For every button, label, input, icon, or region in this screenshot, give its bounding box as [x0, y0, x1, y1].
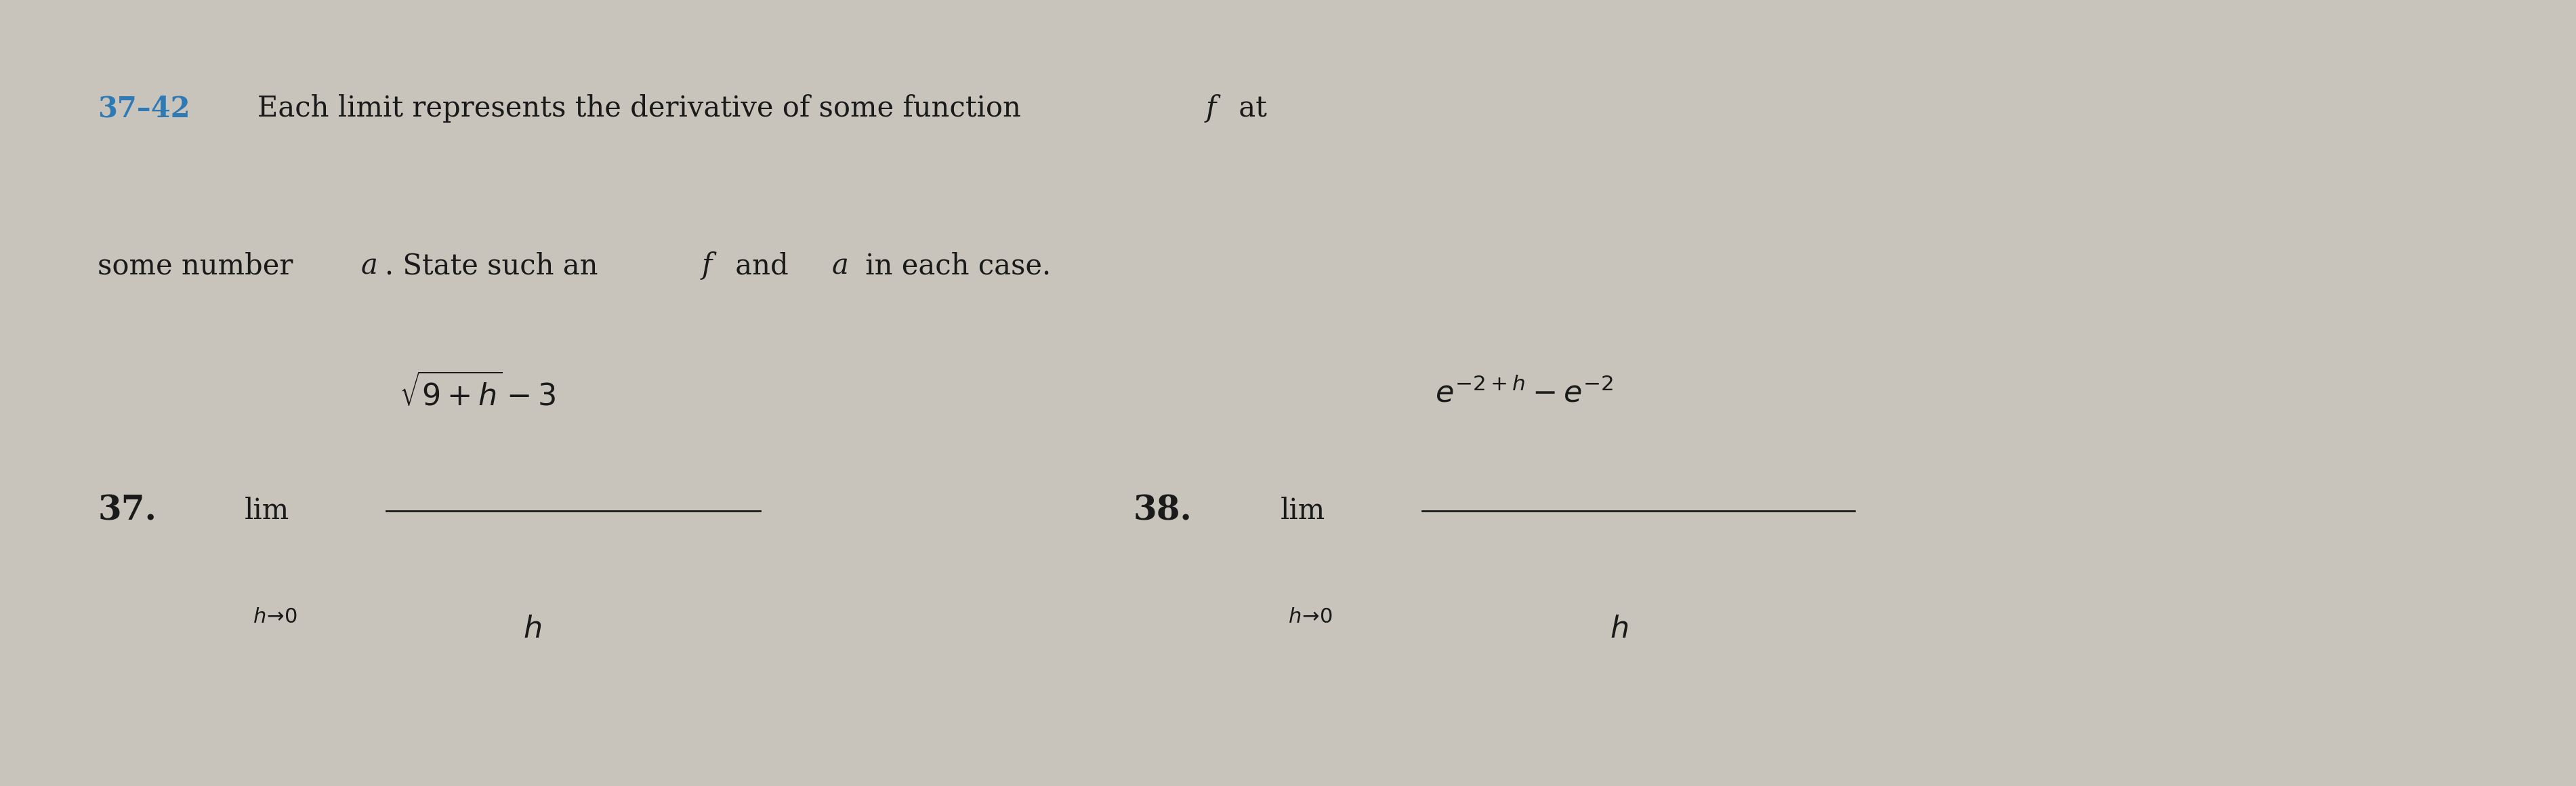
Text: a: a [361, 252, 379, 280]
Text: . State such an: . State such an [386, 252, 608, 280]
Text: $h$: $h$ [523, 614, 541, 644]
Text: in each case.: in each case. [855, 252, 1051, 280]
Text: 38.: 38. [1133, 494, 1193, 527]
Text: 37.: 37. [98, 494, 157, 527]
Text: lim: lim [245, 497, 289, 525]
Text: Each limit represents the derivative of some function: Each limit represents the derivative of … [258, 94, 1030, 123]
Text: and: and [726, 252, 799, 280]
Text: some number: some number [98, 252, 301, 280]
Text: $\sqrt{9+h} - 3$: $\sqrt{9+h} - 3$ [399, 374, 556, 412]
Text: f: f [1206, 94, 1216, 123]
Text: at: at [1231, 94, 1267, 123]
Text: $e^{-2+h} - e^{-2}$: $e^{-2+h} - e^{-2}$ [1435, 378, 1613, 408]
Text: f: f [701, 252, 714, 280]
Text: lim: lim [1280, 497, 1324, 525]
Text: $h\!\rightarrow\!0$: $h\!\rightarrow\!0$ [1288, 607, 1332, 627]
Text: $h$: $h$ [1610, 614, 1628, 644]
Text: 37–42: 37–42 [98, 94, 191, 123]
Text: $h\!\rightarrow\!0$: $h\!\rightarrow\!0$ [252, 607, 296, 627]
Text: a: a [832, 252, 850, 280]
